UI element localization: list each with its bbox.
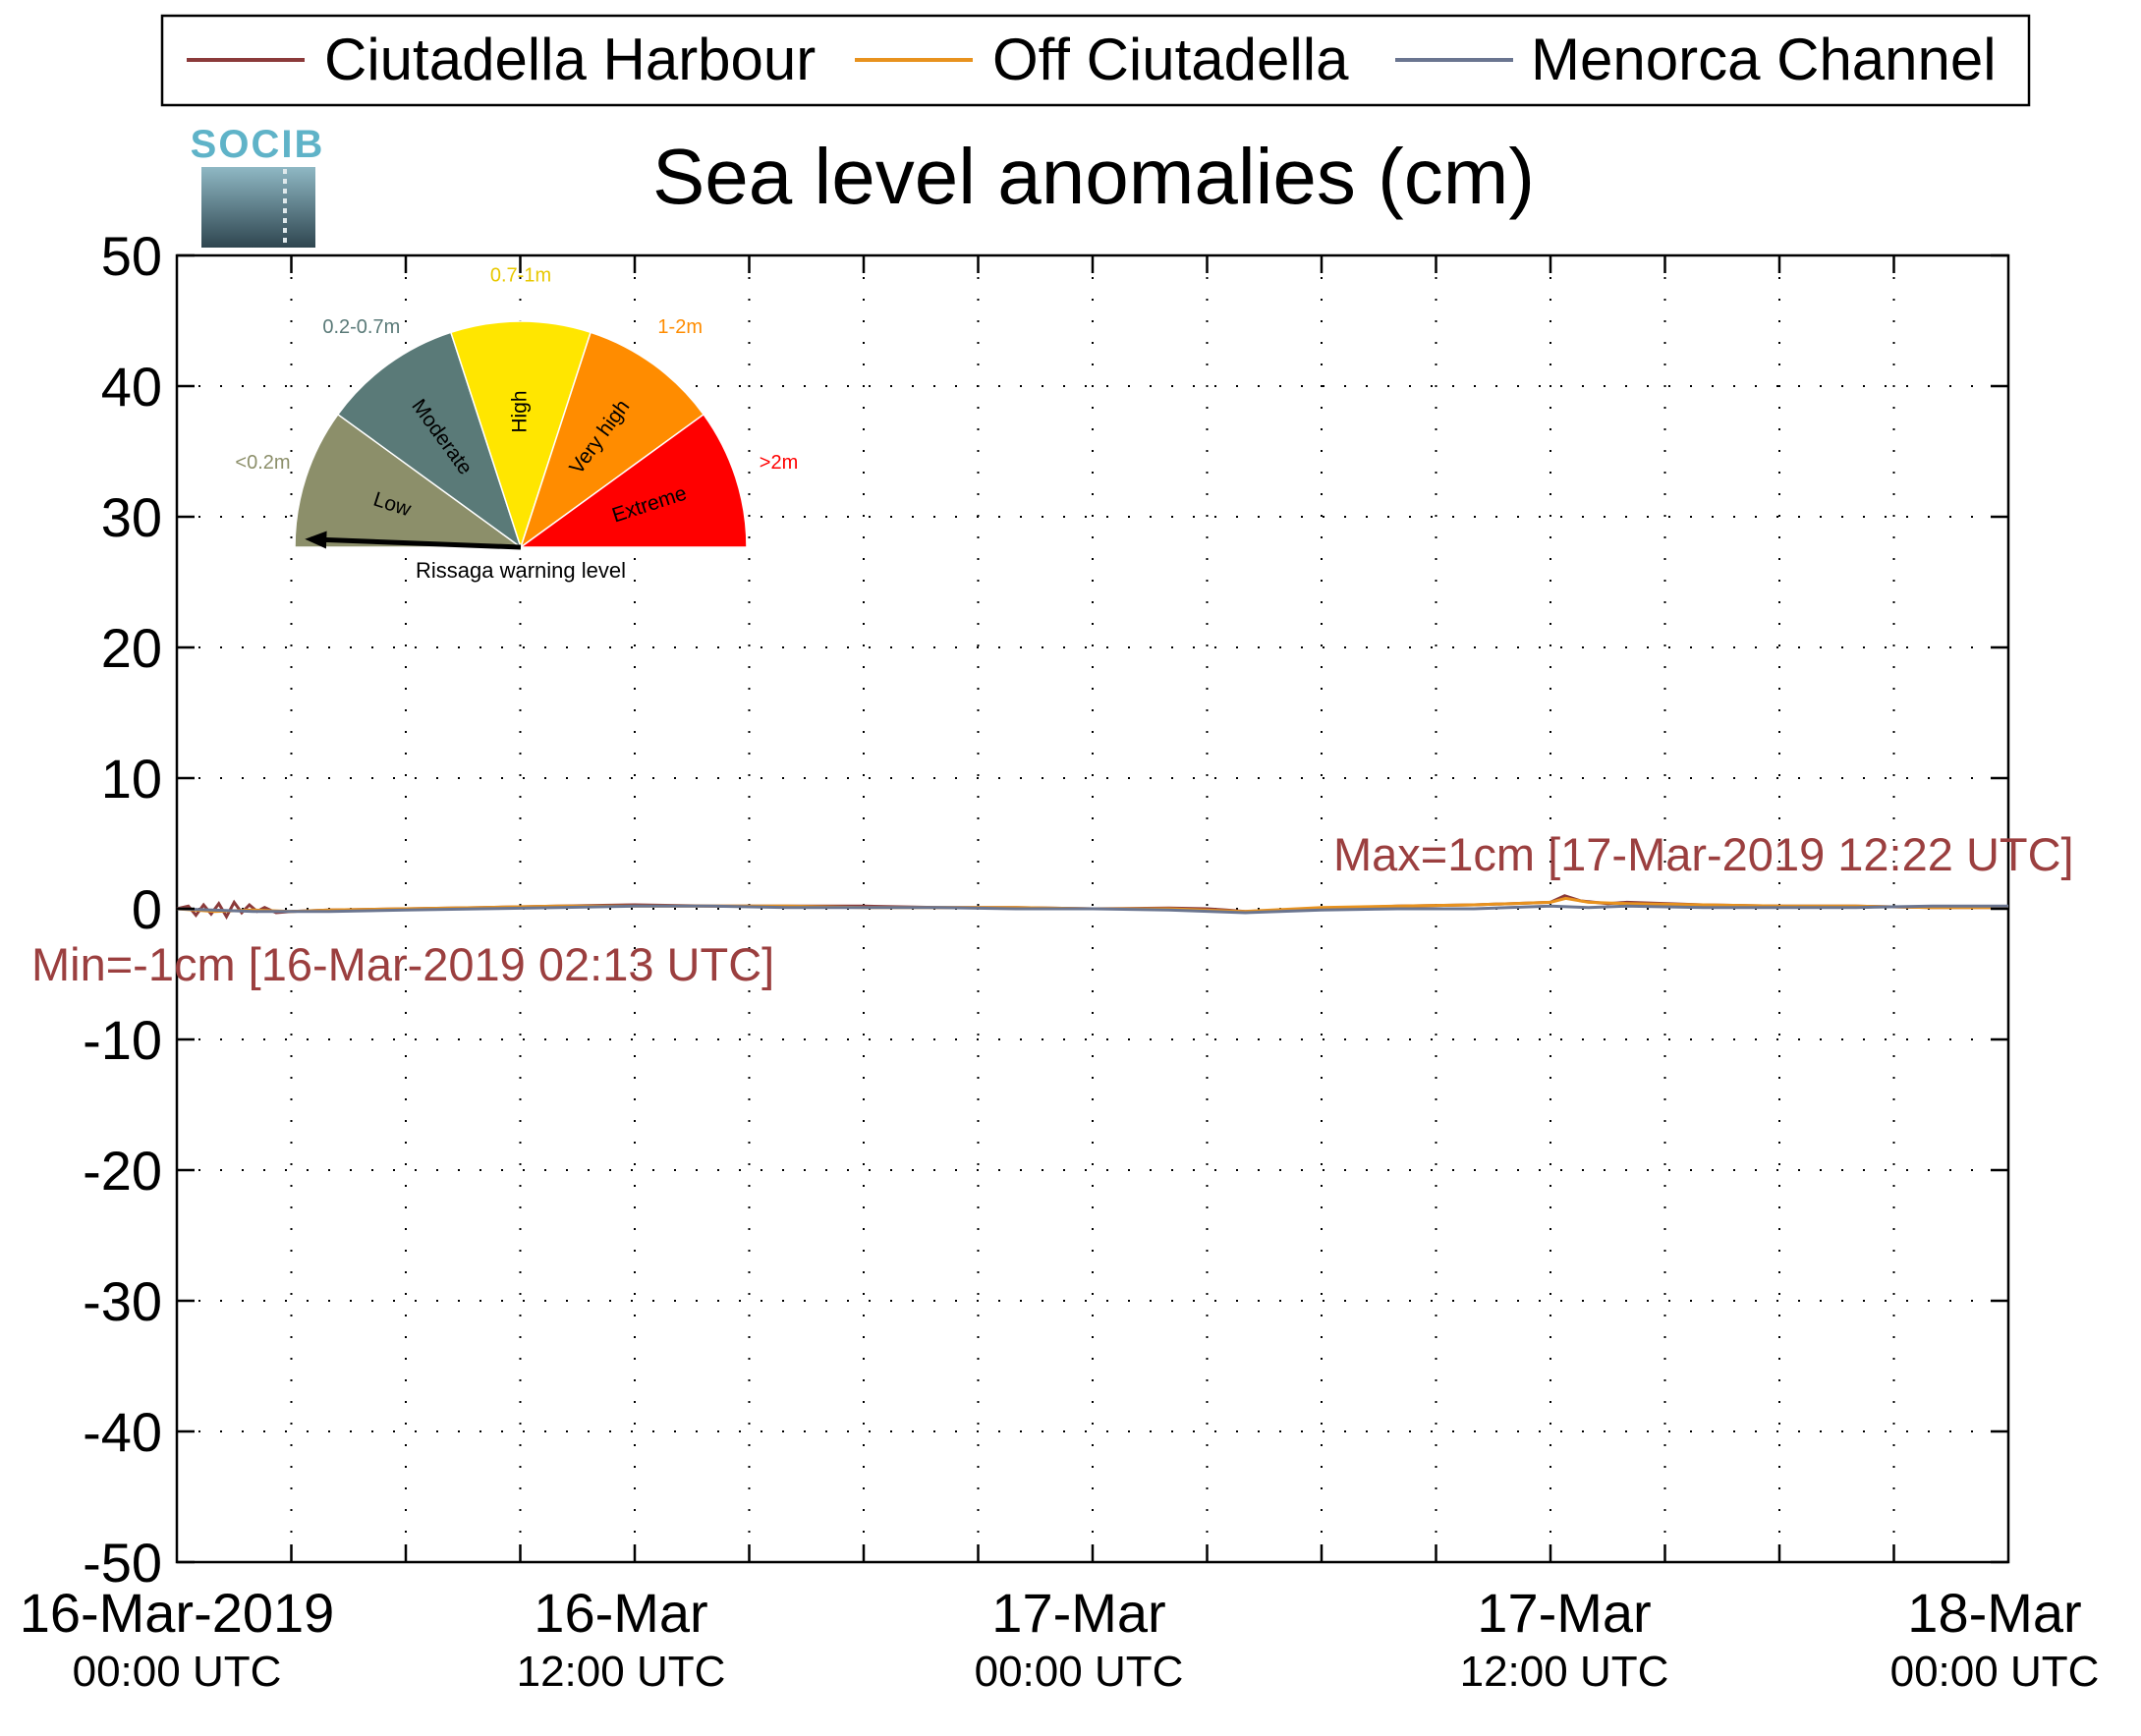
y-tick-label: 40 (101, 356, 162, 418)
legend-label-menorca-channel: Menorca Channel (1531, 27, 1997, 92)
y-tick-label: 20 (101, 617, 162, 679)
max-annotation: Max=1cm [17-Mar-2019 12:22 UTC] (1333, 828, 2074, 880)
gauge-segment-low (294, 413, 524, 548)
gauge-range-extreme: >2m (760, 452, 798, 474)
x-tick-label-date: 17-Mar (991, 1582, 1165, 1644)
y-tick-label: -10 (83, 1009, 162, 1071)
y-tick-label: -50 (83, 1532, 162, 1594)
min-annotation: Min=-1cm [16-Mar-2019 02:13 UTC] (31, 938, 774, 990)
gauge-range-low: <0.2m (235, 452, 290, 474)
y-tick-label: 10 (101, 748, 162, 810)
y-tick-label: 30 (101, 486, 162, 548)
gauge-label-high: High (509, 390, 532, 432)
gauge-needle (310, 536, 522, 550)
x-tick-label-time: 12:00 UTC (1460, 1648, 1669, 1696)
gauge-segment-moderate (336, 331, 523, 549)
gauge-segment-extreme (518, 413, 748, 548)
gauge-caption: Rissaga warning level (416, 558, 626, 583)
x-tick-label-date: 16-Mar-2019 (20, 1582, 335, 1644)
gauge-segment-very-high (519, 331, 705, 549)
socib-logo: SOCIB (191, 123, 325, 248)
gauge-range-moderate: 0.2-0.7m (322, 316, 400, 338)
y-tick-label: -20 (83, 1140, 162, 1202)
gauge-segment-high (449, 320, 592, 550)
series-lines (176, 894, 2008, 921)
x-tick-label-time: 00:00 UTC (1890, 1648, 2100, 1696)
y-tick-label: -30 (83, 1270, 162, 1332)
x-tick-label-time: 12:00 UTC (517, 1648, 726, 1696)
legend-box (160, 14, 2031, 107)
legend-label-ciutadella-harbour: Ciutadella Harbour (324, 27, 816, 92)
x-tick-label-date: 17-Mar (1477, 1582, 1651, 1644)
socib-logo-graphic (201, 167, 315, 248)
x-tick-label-time: 00:00 UTC (975, 1648, 1184, 1696)
y-axis: -50 -40 -30 -20 -10 0 10 20 30 40 50 (83, 225, 2008, 1594)
socib-logo-text: SOCIB (191, 123, 325, 166)
legend: Ciutadella Harbour Off Ciutadella Menorc… (160, 14, 2031, 107)
y-tick-label: 0 (132, 878, 162, 940)
series-line-menorca-channel (176, 904, 2008, 915)
x-tick-label-time: 00:00 UTC (73, 1648, 282, 1696)
y-tick-label: -40 (83, 1401, 162, 1463)
legend-label-off-ciutadella: Off Ciutadella (992, 27, 1349, 92)
gauge-range-very-high: 1-2m (657, 316, 703, 338)
chart-title: Sea level anomalies (cm) (652, 133, 1535, 220)
gauge-needle-head (305, 531, 327, 549)
y-tick-label: 50 (101, 225, 162, 287)
gauge-range-high: 0.7-1m (490, 264, 551, 286)
x-tick-label-date: 18-Mar (1907, 1582, 2081, 1644)
x-tick-label-date: 16-Mar (534, 1582, 707, 1644)
